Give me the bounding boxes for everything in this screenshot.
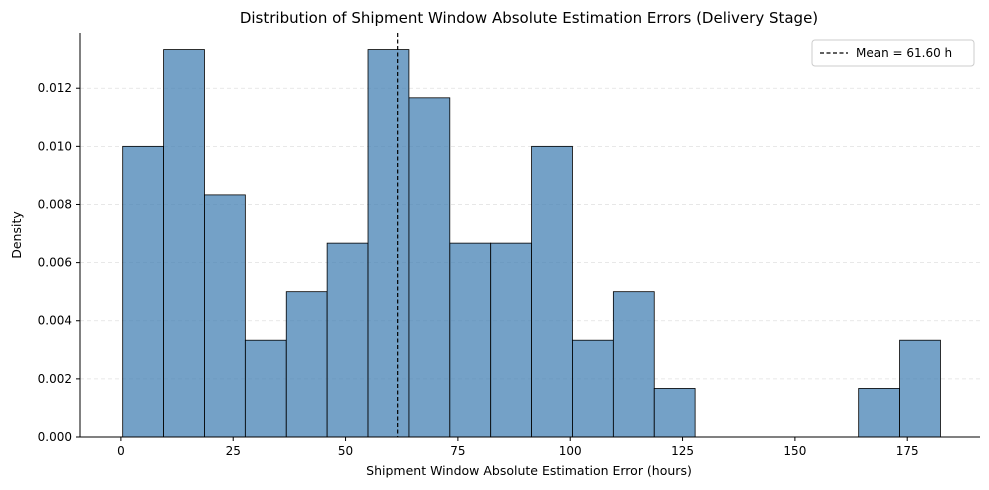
x-tick-label: 125 — [671, 444, 694, 458]
x-axis-ticks: 0 25 50 75 100 125 150 175 — [117, 437, 919, 458]
histogram-bar — [122, 145, 164, 438]
x-tick-label: 150 — [783, 444, 806, 458]
histogram-bar — [408, 97, 451, 438]
histogram-bar — [490, 242, 532, 438]
histogram-bar — [572, 339, 614, 438]
y-tick-label: 0.000 — [38, 430, 72, 444]
x-tick-label: 0 — [117, 444, 125, 458]
legend: Mean = 61.60 h — [811, 39, 975, 67]
histogram-bar — [204, 194, 246, 438]
histogram-bar — [449, 242, 492, 438]
x-axis-label: Shipment Window Absolute Estimation Erro… — [366, 463, 692, 478]
histogram-bar — [244, 339, 287, 438]
histogram-bar — [285, 291, 328, 438]
y-tick-label: 0.002 — [38, 372, 72, 386]
histogram-bar — [858, 388, 900, 438]
y-axis-ticks: 0.000 0.002 0.004 0.006 0.008 0.010 0.012 — [38, 81, 80, 444]
histogram-bar — [326, 242, 369, 438]
y-tick-label: 0.012 — [38, 81, 72, 95]
histogram-bar — [612, 291, 655, 438]
histogram-bar — [653, 388, 696, 438]
y-tick-label: 0.004 — [38, 314, 72, 328]
histogram-bars — [122, 49, 941, 438]
histogram-bar — [899, 339, 941, 438]
x-tick-label: 75 — [450, 444, 465, 458]
legend-mean-label: Mean = 61.60 h — [856, 46, 952, 60]
histogram-bar — [163, 49, 205, 438]
y-tick-label: 0.006 — [38, 256, 72, 270]
y-axis-label: Density — [9, 211, 24, 259]
y-tick-label: 0.008 — [38, 197, 72, 211]
x-tick-label: 50 — [338, 444, 353, 458]
x-tick-label: 175 — [896, 444, 919, 458]
x-tick-label: 25 — [226, 444, 241, 458]
histogram-bar — [531, 145, 573, 438]
chart-title: Distribution of Shipment Window Absolute… — [240, 9, 818, 27]
axes — [79, 33, 980, 438]
histogram-bar — [367, 49, 410, 438]
x-tick-label: 100 — [559, 444, 582, 458]
y-tick-label: 0.010 — [38, 139, 72, 153]
legend-box — [811, 39, 975, 67]
